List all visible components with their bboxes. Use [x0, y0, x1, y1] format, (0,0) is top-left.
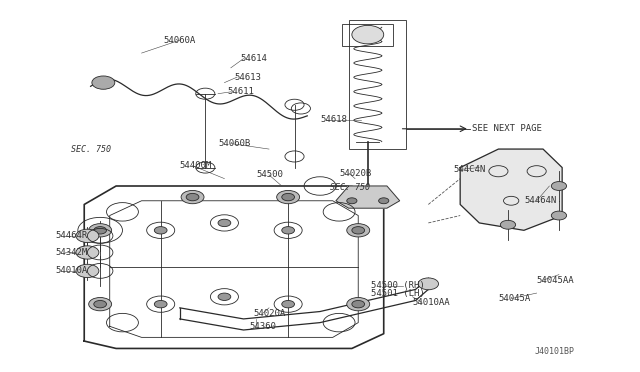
- Circle shape: [154, 301, 167, 308]
- Text: 544C4N: 544C4N: [454, 165, 486, 174]
- Text: 54618: 54618: [320, 115, 347, 124]
- Circle shape: [218, 219, 231, 227]
- Circle shape: [282, 227, 294, 234]
- Text: SEE NEXT PAGE: SEE NEXT PAGE: [472, 124, 541, 133]
- Text: 54010A: 54010A: [56, 266, 88, 275]
- Text: 54020A: 54020A: [253, 309, 285, 318]
- Text: 54464R: 54464R: [56, 231, 88, 240]
- Text: SEC. 750: SEC. 750: [72, 145, 111, 154]
- Circle shape: [500, 220, 516, 229]
- Text: 54360: 54360: [250, 322, 276, 331]
- Circle shape: [352, 227, 365, 234]
- Text: 54501 (LH): 54501 (LH): [371, 289, 425, 298]
- Circle shape: [181, 190, 204, 204]
- Circle shape: [218, 293, 231, 301]
- Circle shape: [76, 264, 99, 278]
- Circle shape: [276, 190, 300, 204]
- Text: SEC. 750: SEC. 750: [330, 183, 369, 192]
- Text: 54613: 54613: [234, 73, 261, 81]
- Circle shape: [551, 211, 566, 220]
- Text: 54010AA: 54010AA: [412, 298, 450, 307]
- Text: 54060A: 54060A: [164, 36, 196, 45]
- Circle shape: [379, 198, 389, 204]
- Circle shape: [76, 246, 99, 259]
- Text: J40101BP: J40101BP: [535, 347, 575, 356]
- Text: 54464N: 54464N: [524, 196, 556, 205]
- Circle shape: [418, 278, 438, 290]
- Circle shape: [347, 298, 370, 311]
- Text: 54400M: 54400M: [180, 161, 212, 170]
- Circle shape: [282, 193, 294, 201]
- Circle shape: [186, 193, 199, 201]
- Circle shape: [154, 227, 167, 234]
- Text: 54020B: 54020B: [339, 169, 371, 177]
- Circle shape: [551, 182, 566, 190]
- Polygon shape: [336, 186, 399, 208]
- Text: 54045AA: 54045AA: [537, 276, 574, 285]
- Text: 54342M: 54342M: [56, 248, 88, 257]
- Circle shape: [89, 298, 111, 311]
- Circle shape: [92, 76, 115, 89]
- Polygon shape: [460, 149, 562, 230]
- Text: 54045A: 54045A: [499, 294, 531, 303]
- Circle shape: [352, 25, 384, 44]
- Circle shape: [352, 301, 365, 308]
- Text: 54611: 54611: [228, 87, 255, 96]
- Text: 54500 (RH): 54500 (RH): [371, 281, 425, 290]
- Circle shape: [347, 224, 370, 237]
- Circle shape: [94, 301, 106, 308]
- Text: 54614: 54614: [241, 54, 268, 63]
- Bar: [342, 23, 394, 46]
- Circle shape: [89, 224, 111, 237]
- Bar: [349, 20, 406, 149]
- Circle shape: [282, 301, 294, 308]
- Text: 54060B: 54060B: [218, 139, 250, 148]
- Circle shape: [76, 229, 99, 243]
- Text: 54500: 54500: [256, 170, 283, 179]
- Circle shape: [347, 198, 357, 204]
- Circle shape: [94, 227, 106, 234]
